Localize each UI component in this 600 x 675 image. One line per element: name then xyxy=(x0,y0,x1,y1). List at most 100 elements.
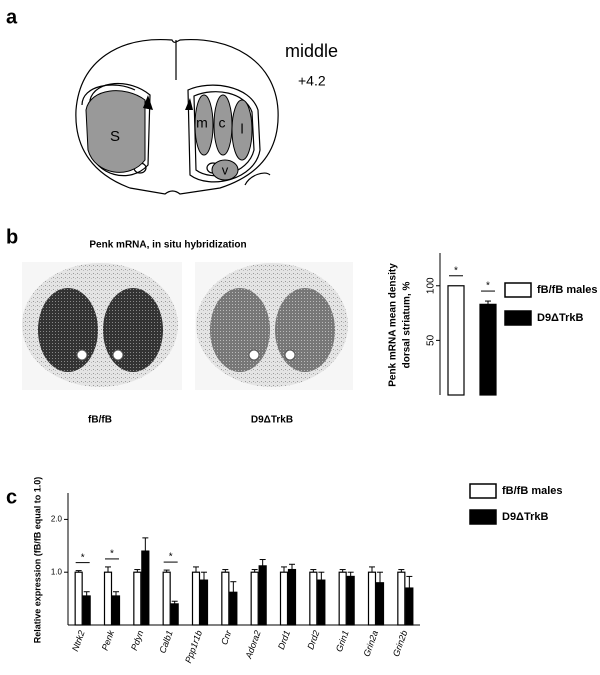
bar xyxy=(162,571,171,626)
x-tick-label: Penk xyxy=(100,629,117,652)
error-bar xyxy=(281,566,287,573)
x-tick-label: Cnr xyxy=(219,628,234,646)
bar xyxy=(221,571,230,626)
error-bar xyxy=(105,566,111,573)
region-shape xyxy=(211,159,239,181)
legend-swatch xyxy=(504,310,532,326)
bar xyxy=(74,571,83,626)
error-bar xyxy=(251,569,258,573)
ventricle xyxy=(185,98,193,110)
error-bar xyxy=(310,569,317,573)
y-axis-label: Relative expression (fB/fB equal to 1.0) xyxy=(32,477,42,644)
bar xyxy=(103,571,113,626)
bar xyxy=(229,591,238,626)
error-bar xyxy=(222,569,229,573)
y-tick-label: 2.0 xyxy=(51,515,63,524)
bar xyxy=(170,603,179,626)
error-bar xyxy=(163,569,170,573)
y-tick-label: 100 xyxy=(426,277,437,294)
error-bar xyxy=(259,559,266,566)
error-bar xyxy=(230,581,237,593)
region-label: v xyxy=(222,162,229,177)
bar xyxy=(111,595,121,626)
region-label: c xyxy=(219,115,226,131)
legend-label: fB/fB males xyxy=(502,485,563,497)
y-tick-label: 1.0 xyxy=(51,567,63,576)
y-tick-label: 50 xyxy=(426,334,437,346)
error-bar xyxy=(75,570,82,573)
region-label: m xyxy=(196,115,208,131)
legend-label: D9ΔTrkB xyxy=(537,312,583,324)
bar xyxy=(287,568,297,626)
error-bar xyxy=(339,569,346,573)
bar xyxy=(338,571,347,626)
significance-label: * xyxy=(454,265,458,276)
significance-label: * xyxy=(169,552,173,563)
bar xyxy=(309,571,318,626)
error-bar xyxy=(485,300,491,305)
x-tick-label: Drd1 xyxy=(276,629,292,651)
section-image xyxy=(195,262,353,390)
level-label: middle xyxy=(285,41,338,61)
image-title: Penk mRNA, in situ hybridization xyxy=(89,240,246,251)
legend-label: fB/fB males xyxy=(537,284,598,296)
x-tick-label: Grin1 xyxy=(334,629,351,653)
error-bar xyxy=(318,571,325,581)
bar xyxy=(367,571,377,626)
section-image xyxy=(22,262,182,390)
significance-label: * xyxy=(486,281,490,292)
bar xyxy=(258,565,267,626)
bar xyxy=(479,303,497,396)
bar xyxy=(279,571,289,626)
error-bar xyxy=(398,569,405,573)
x-tick-label: Ntrk2 xyxy=(70,629,87,653)
significance-label: * xyxy=(110,549,114,560)
x-tick-label: Grin2a xyxy=(361,629,380,658)
bar xyxy=(346,575,355,626)
x-tick-label: Pdyn xyxy=(129,629,145,652)
y-axis-label: Penk mRNA mean density xyxy=(388,263,399,387)
x-tick-label: Ppp1r1b xyxy=(183,629,204,664)
panel-letter: a xyxy=(6,6,18,28)
region-shape xyxy=(231,99,253,161)
error-bar xyxy=(347,571,354,577)
error-bar xyxy=(113,591,119,596)
region-shape xyxy=(85,90,146,173)
bar xyxy=(447,285,465,396)
error-bar xyxy=(134,569,141,573)
bar xyxy=(250,571,259,626)
coordinate-label: +4.2 xyxy=(298,73,326,89)
error-bar xyxy=(83,591,90,596)
error-bar xyxy=(406,575,413,589)
bar xyxy=(199,579,209,626)
region-shape xyxy=(194,94,214,156)
bar xyxy=(133,571,142,626)
bar xyxy=(141,550,150,626)
bar xyxy=(405,587,414,626)
x-tick-label: Drd2 xyxy=(305,629,321,651)
error-bar xyxy=(171,600,178,604)
error-bar xyxy=(201,571,207,581)
image-label: fB/fB xyxy=(88,415,112,426)
bar xyxy=(397,571,406,626)
error-bar xyxy=(377,571,383,583)
bar xyxy=(317,579,326,626)
x-tick-label: Calb1 xyxy=(157,629,174,655)
x-tick-label: Adora2 xyxy=(243,629,263,661)
bar xyxy=(191,571,201,626)
y-axis-label: dorsal striatum, % xyxy=(402,282,413,369)
region-label: l xyxy=(240,121,243,137)
legend-swatch xyxy=(504,282,532,298)
bar xyxy=(82,595,91,626)
x-tick-label: Grin2b xyxy=(391,629,410,658)
legend-swatch xyxy=(469,509,497,525)
region-label: S xyxy=(110,128,120,145)
image-label: D9ΔTrkB xyxy=(251,415,293,426)
bar xyxy=(375,582,385,626)
panel-letter: c xyxy=(6,486,17,508)
legend-label: D9ΔTrkB xyxy=(502,511,548,523)
ventricle xyxy=(143,95,153,110)
error-bar xyxy=(289,563,295,570)
error-bar xyxy=(142,537,149,552)
significance-label: * xyxy=(81,552,85,563)
